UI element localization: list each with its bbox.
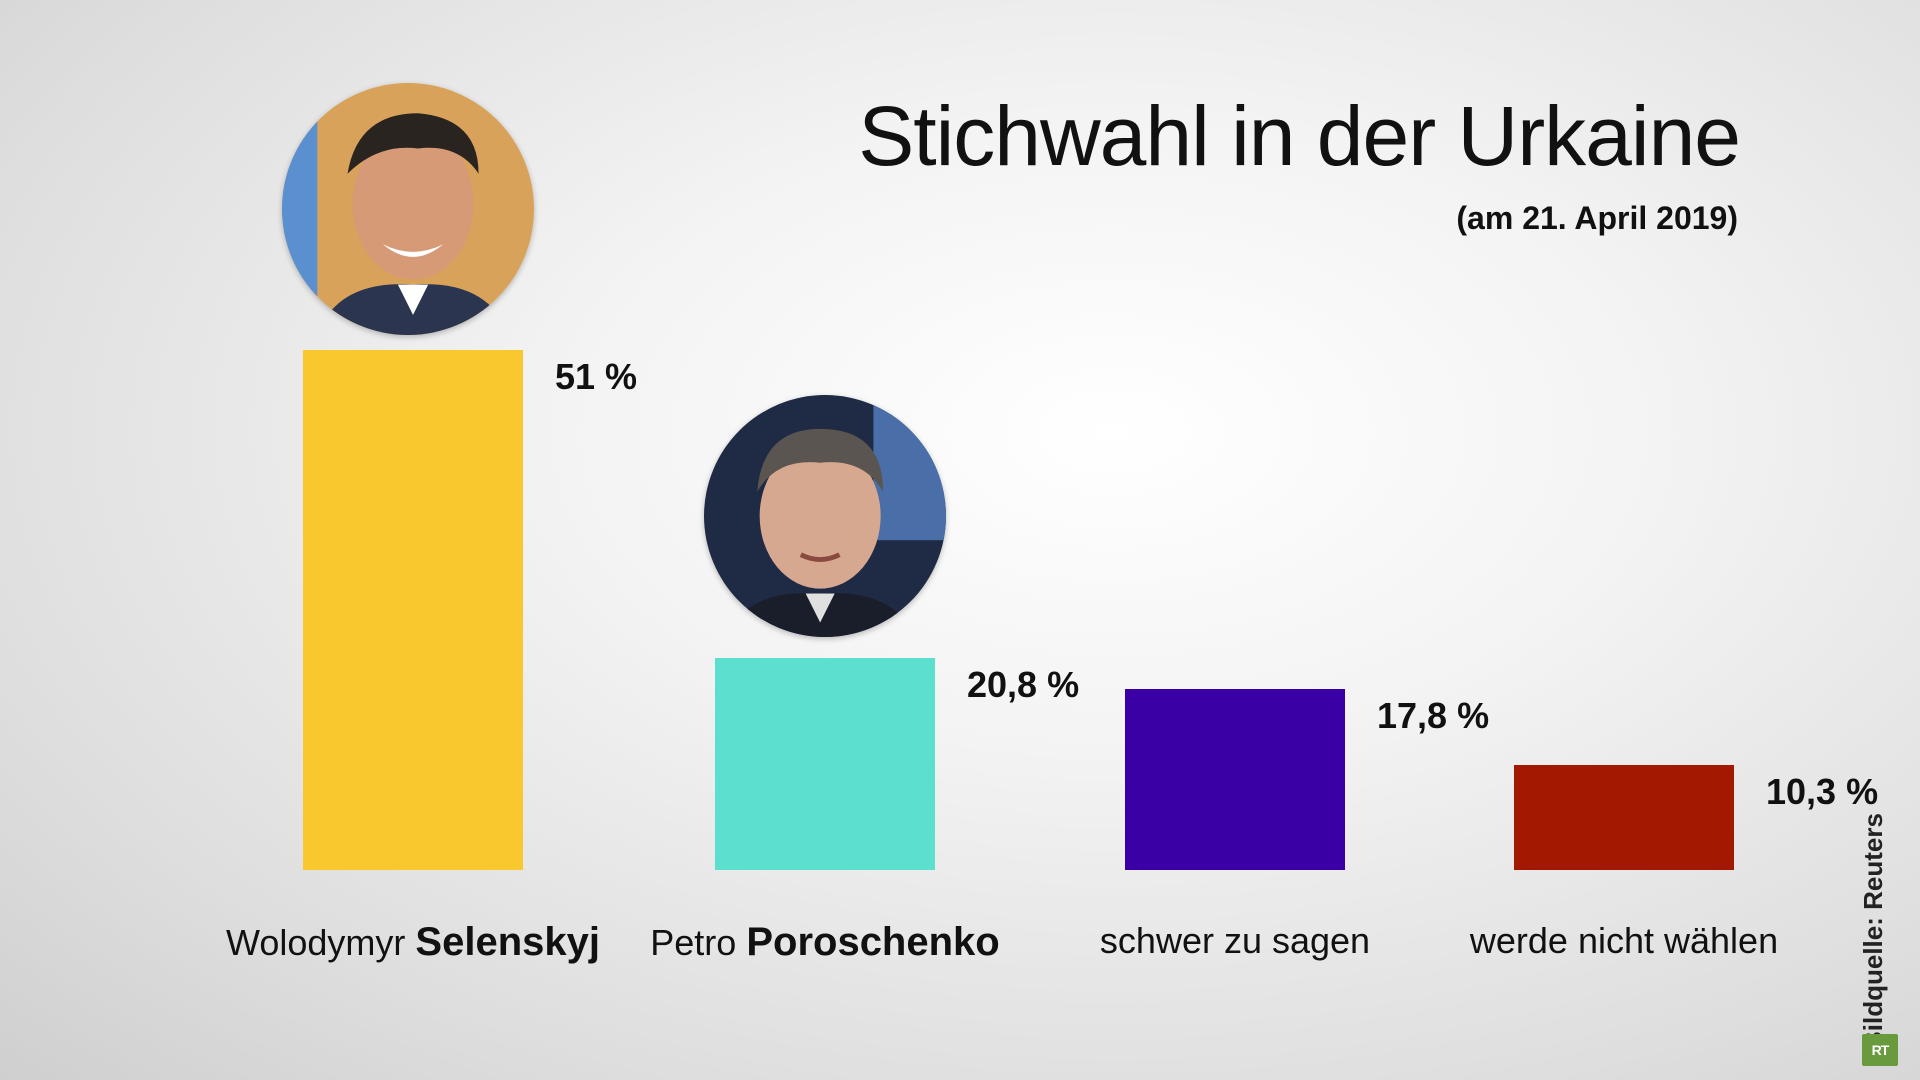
- bar-2: [715, 657, 935, 870]
- person-portrait-icon: [282, 83, 534, 335]
- poroschenko-photo: [704, 395, 946, 637]
- rt-logo: RT: [1862, 1034, 1898, 1066]
- category-label-1: Wolodymyr Selenskyj: [203, 920, 623, 965]
- bar-4: [1514, 764, 1734, 870]
- bar-1: [303, 350, 523, 870]
- person-portrait-icon: [704, 395, 946, 637]
- category-label-4: werde nicht wählen: [1414, 920, 1834, 962]
- category-last: Selenskyj: [415, 920, 600, 964]
- category-last: Poroschenko: [746, 920, 1000, 964]
- data-label-1: 51 %: [555, 356, 638, 397]
- image-credit: Bildquelle: Reuters: [1858, 813, 1888, 1050]
- category-first: Wolodymyr: [226, 922, 406, 963]
- category-first: Petro: [650, 922, 737, 963]
- data-label-3: 17,8 %: [1377, 694, 1490, 736]
- chart-subtitle: (am 21. April 2019): [1456, 200, 1738, 236]
- chart-title: Stichwahl in der Urkaine: [858, 89, 1741, 183]
- selenskyj-photo: [282, 83, 534, 335]
- category-label-3: schwer zu sagen: [1025, 920, 1445, 962]
- data-label-4: 10,3 %: [1766, 770, 1879, 812]
- category-first: schwer zu sagen: [1099, 920, 1371, 961]
- category-first: werde nicht wählen: [1469, 920, 1779, 961]
- category-label-2: Petro Poroschenko: [615, 920, 1035, 965]
- bar-3: [1125, 688, 1345, 870]
- data-label-2: 20,8 %: [967, 663, 1080, 705]
